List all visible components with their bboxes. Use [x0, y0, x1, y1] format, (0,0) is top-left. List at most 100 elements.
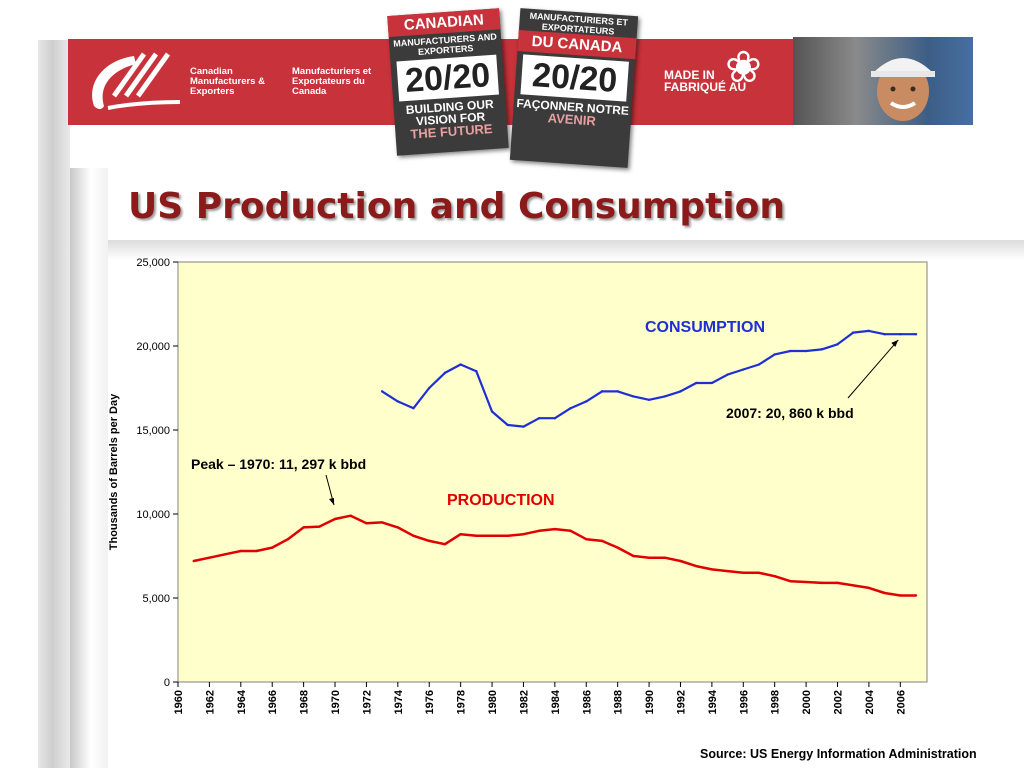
- annotation-2007-consumption: 2007: 20, 860 k bbd: [726, 405, 854, 421]
- data-point-consumption: [412, 406, 415, 410]
- x-tick-label: 1982: [518, 690, 530, 714]
- page-title: US Production and Consumption: [128, 186, 785, 227]
- data-point-production: [851, 584, 855, 587]
- y-tick-label: 0: [164, 677, 170, 689]
- data-point-production: [569, 529, 572, 532]
- data-point-production: [773, 574, 776, 578]
- data-point-production: [506, 534, 509, 538]
- data-point-production: [726, 569, 729, 573]
- x-tick-label: 1994: [707, 689, 719, 714]
- data-point-production: [443, 543, 447, 546]
- data-point-consumption: [569, 406, 572, 410]
- x-tick-label: 1988: [613, 690, 625, 714]
- data-point-consumption: [585, 400, 588, 403]
- data-point-consumption: [710, 381, 714, 385]
- data-point-consumption: [757, 363, 761, 366]
- x-tick-label: 1990: [644, 690, 656, 714]
- data-point-consumption: [522, 425, 525, 428]
- data-point-consumption: [616, 390, 619, 393]
- data-point-consumption: [475, 370, 478, 373]
- data-point-production: [318, 525, 321, 528]
- x-tick-label: 1960: [173, 690, 185, 714]
- data-point-production: [899, 594, 902, 597]
- data-point-production: [412, 534, 415, 538]
- data-point-consumption: [820, 348, 823, 351]
- data-point-consumption: [867, 329, 871, 333]
- data-point-production: [883, 591, 886, 595]
- data-point-consumption: [899, 333, 902, 336]
- x-tick-label: 2006: [895, 690, 907, 714]
- worker-photo: [793, 37, 973, 125]
- y-tick-label: 10,000: [136, 509, 170, 521]
- data-point-consumption: [694, 381, 698, 385]
- data-point-consumption: [490, 410, 494, 413]
- y-tick-label: 25,000: [136, 257, 170, 269]
- maple-leaf-icon: ❀: [725, 43, 762, 92]
- badge-2020-en: CANADIAN MANUFACTURERS AND EXPORTERS 20/…: [387, 8, 509, 156]
- data-point-consumption: [836, 343, 839, 346]
- data-point-production: [208, 556, 211, 559]
- data-point-consumption: [789, 349, 792, 353]
- cme-logo-icon: [92, 52, 181, 110]
- data-point-production: [333, 517, 337, 521]
- x-tick-label: 1984: [550, 689, 562, 714]
- data-point-consumption: [914, 333, 918, 336]
- consumption-series-label: CONSUMPTION: [645, 319, 765, 336]
- data-point-production: [647, 556, 651, 559]
- data-point-production: [223, 553, 227, 556]
- data-point-production: [428, 539, 431, 543]
- data-point-production: [710, 568, 714, 571]
- data-point-production: [239, 549, 243, 553]
- data-point-consumption: [883, 333, 886, 336]
- x-tick-label: 1964: [236, 689, 248, 714]
- x-tick-label: 2004: [864, 689, 876, 714]
- data-point-production: [396, 526, 400, 529]
- x-tick-label: 1998: [770, 690, 782, 714]
- annotation-arrow-2007: [847, 339, 899, 399]
- data-point-production: [600, 539, 604, 543]
- data-point-production: [365, 522, 368, 525]
- left-decor-bar: [38, 40, 70, 768]
- y-axis-label: Thousands of Barrels per Day: [108, 393, 120, 550]
- x-tick-label: 2000: [801, 690, 813, 714]
- production-series-label: PRODUCTION: [447, 492, 555, 509]
- data-point-production: [867, 586, 871, 590]
- x-tick-label: 1980: [487, 690, 499, 714]
- data-point-production: [475, 534, 478, 538]
- data-point-production: [914, 594, 918, 597]
- y-tick-label: 20,000: [136, 341, 170, 353]
- data-point-production: [286, 538, 290, 541]
- x-tick-label: 1996: [738, 690, 750, 714]
- annotation-1970-peak: Peak – 1970: 11, 297 k bbd: [191, 456, 366, 472]
- data-point-production: [302, 526, 305, 529]
- x-tick-label: 1962: [204, 690, 216, 714]
- data-point-consumption: [396, 400, 400, 403]
- y-tick-label: 5,000: [142, 593, 170, 605]
- data-point-production: [553, 527, 557, 531]
- data-point-production: [271, 546, 274, 549]
- badge-fr-number: 20/20: [520, 54, 629, 102]
- data-point-production: [663, 556, 666, 559]
- production-consumption-chart: 0 5,000 10,000 15,000 20,000 25,000 1960 1962 19…: [108, 257, 928, 714]
- data-point-consumption: [679, 390, 682, 393]
- data-point-production: [585, 538, 588, 541]
- title-underline-rule: [108, 240, 1024, 260]
- x-tick-label: 2002: [832, 690, 844, 714]
- x-tick-label: 1978: [456, 690, 468, 714]
- x-tick-label: 1968: [299, 690, 311, 714]
- data-point-production: [192, 559, 195, 563]
- badge-2020-fr: MANUFACTURIERS ET EXPORTATEURS DU CANADA…: [509, 8, 639, 168]
- data-point-production: [490, 534, 494, 538]
- data-point-consumption: [600, 390, 604, 393]
- data-point-consumption: [773, 353, 776, 356]
- data-point-consumption: [428, 386, 431, 390]
- y-tick-label: 15,000: [136, 425, 170, 437]
- data-point-consumption: [647, 398, 651, 401]
- left-decor-bar-inner: [70, 168, 108, 768]
- data-point-production: [459, 532, 462, 536]
- data-point-consumption: [443, 371, 447, 375]
- data-point-production: [804, 580, 808, 584]
- x-tick-label: 1992: [675, 690, 687, 714]
- data-point-production: [820, 581, 823, 585]
- data-point-production: [616, 546, 619, 549]
